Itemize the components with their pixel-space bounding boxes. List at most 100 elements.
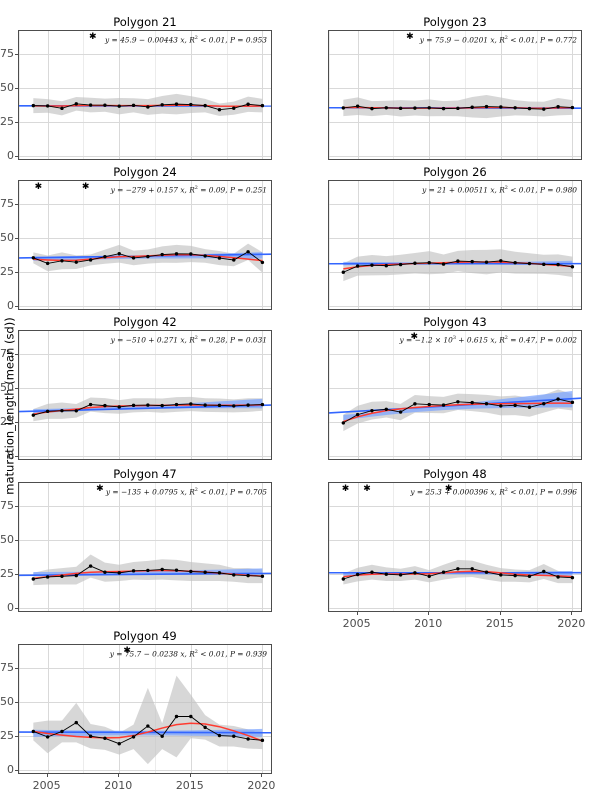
y-axis-tick [15, 272, 18, 274]
data-point [484, 104, 489, 109]
gridline-horizontal [329, 122, 581, 124]
data-point [570, 265, 575, 269]
data-point [246, 573, 250, 578]
data-point [31, 413, 36, 417]
data-point [456, 259, 460, 263]
y-axis-tick [15, 238, 18, 240]
data-point [513, 261, 517, 265]
data-point [31, 256, 36, 260]
gridline-vertical [190, 31, 192, 159]
data-point [355, 104, 360, 108]
x-axis-tick-label: 2015 [175, 779, 204, 792]
data-point [260, 738, 265, 743]
regression-equation-label: y = −510 + 0.271 x, R2 = 0.28, P = 0.031 [110, 335, 267, 345]
gridline-horizontal [19, 668, 271, 670]
x-axis-tick-label: 2005 [342, 617, 371, 630]
gridline-horizontal [19, 122, 271, 124]
gridline-vertical [500, 331, 502, 459]
data-point [260, 574, 265, 578]
data-point [103, 403, 107, 408]
panel-title: Polygon 24 [113, 165, 177, 179]
y-axis-tick-label: 50 [0, 231, 14, 245]
data-point [542, 107, 546, 111]
loess-smooth-line [343, 402, 573, 423]
x-axis-tick-label: 2020 [557, 617, 586, 630]
data-point [499, 105, 503, 109]
gridline-vertical [47, 331, 49, 459]
gridline-vertical [572, 483, 574, 611]
y-axis-tick-label: 75 [0, 197, 14, 211]
x-axis-tick [499, 612, 501, 615]
data-point [499, 259, 503, 263]
data-layer [19, 243, 271, 273]
data-point [217, 108, 222, 112]
gridline-horizontal [19, 354, 271, 356]
gridline-vertical-minor [226, 181, 228, 309]
gridline-vertical [357, 331, 359, 459]
gridline-vertical [190, 331, 192, 459]
data-point [117, 405, 121, 409]
data-layer [19, 396, 271, 422]
data-point [217, 256, 222, 260]
data-point [60, 729, 64, 734]
data-point [103, 570, 107, 574]
data-point [160, 567, 164, 572]
data-point [203, 725, 207, 730]
data-point [542, 402, 546, 406]
gridline-vertical [357, 31, 359, 159]
data-point [456, 400, 460, 404]
data-point [355, 412, 360, 417]
gridline-vertical [357, 483, 359, 611]
y-axis-tick [15, 770, 18, 772]
data-layer [329, 389, 581, 432]
data-point [203, 254, 207, 258]
data-point [260, 402, 265, 407]
y-axis-tick-label: 0 [7, 149, 14, 163]
y-axis-tick [15, 156, 18, 158]
regression-equation-label: y = −279 + 0.157 x, R2 = 0.09, P = 0.251 [110, 185, 267, 195]
x-axis-tick-label: 2010 [104, 779, 133, 792]
data-point [542, 262, 546, 267]
data-point [45, 261, 50, 266]
data-layer [329, 249, 581, 282]
data-point [117, 571, 121, 575]
regression-equation-label: y = 75.7 − 0.0238 x, R2 < 0.01, P = 0.93… [109, 649, 267, 659]
data-point [174, 402, 179, 407]
panel-title: Polygon 47 [113, 467, 177, 481]
gridline-vertical-minor [19, 645, 20, 773]
gridline-vertical [47, 181, 49, 309]
data-point [74, 102, 78, 106]
facet-panel-polygon-49: Polygon 49 ✱ y = 75.7 − 0.0238 x, R2 < 0.0… [0, 628, 275, 792]
facet-panel-polygon-42: Polygon 42 y = −510 + 0.271 x, R2 = 0.28,… [0, 314, 272, 462]
data-point [217, 403, 222, 408]
data-point [513, 403, 517, 408]
data-point [60, 408, 64, 413]
y-axis-tick-label: 25 [0, 729, 14, 743]
data-point [203, 403, 207, 407]
data-point [103, 103, 107, 107]
gridline-horizontal [19, 54, 271, 56]
data-point [527, 574, 532, 578]
gridline-horizontal [19, 204, 271, 206]
data-point [160, 403, 164, 408]
gridline-vertical [429, 31, 431, 159]
data-point [398, 262, 403, 267]
data-point [117, 252, 121, 256]
y-axis-tick [15, 456, 18, 458]
gridline-vertical [190, 483, 192, 611]
data-layer [19, 554, 271, 586]
gridline-vertical [500, 483, 502, 611]
data-point [45, 735, 50, 739]
regression-equation-label: y = 25.3 + 0.000396 x, R2 < 0.01, P = 0.… [410, 487, 577, 497]
panel-title: Polygon 23 [423, 15, 487, 29]
y-axis-tick-label: 75 [0, 499, 14, 513]
gridline-vertical-minor [329, 331, 330, 459]
data-point [499, 573, 503, 577]
data-point [398, 106, 403, 111]
panel-title: Polygon 49 [113, 629, 177, 643]
gridline-vertical-minor [465, 483, 467, 611]
data-point [103, 255, 107, 259]
gridline-vertical [47, 483, 49, 611]
data-point [131, 735, 136, 739]
